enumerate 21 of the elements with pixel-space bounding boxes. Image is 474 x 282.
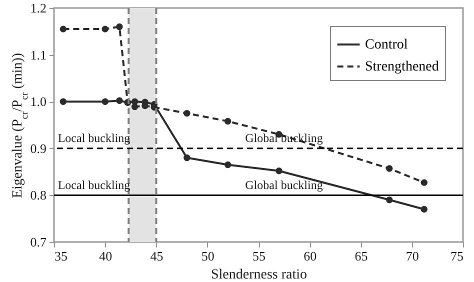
y-tick-label: 0.9 <box>30 140 46 156</box>
x-tick-label: 70 <box>406 248 419 264</box>
y-tick-label: 1.0 <box>30 94 46 110</box>
x-axis-title: Slenderness ratio <box>210 268 308 282</box>
annotation: Local buckling <box>58 131 130 145</box>
x-tick-label: 35 <box>54 248 68 264</box>
x-tick-label: 50 <box>201 248 214 264</box>
y-tick-label: 0.7 <box>30 234 47 250</box>
x-tick-label: 40 <box>99 248 112 264</box>
y-tick-label: 1.1 <box>30 47 46 62</box>
legend-label: Strengthened <box>365 60 439 74</box>
y-tick-label: 1.2 <box>30 0 46 16</box>
annotation: Global buckling <box>245 178 323 192</box>
x-tick-label: 55 <box>252 248 266 264</box>
y-tick-label: 0.8 <box>30 188 46 203</box>
x-tick-label: 45 <box>150 248 164 264</box>
annotation: Local buckling <box>58 178 130 192</box>
x-tick-label: 65 <box>354 248 368 264</box>
legend-label: Control <box>365 38 408 52</box>
x-tick-label: 75 <box>450 248 464 264</box>
x-tick-label: 60 <box>304 248 317 264</box>
